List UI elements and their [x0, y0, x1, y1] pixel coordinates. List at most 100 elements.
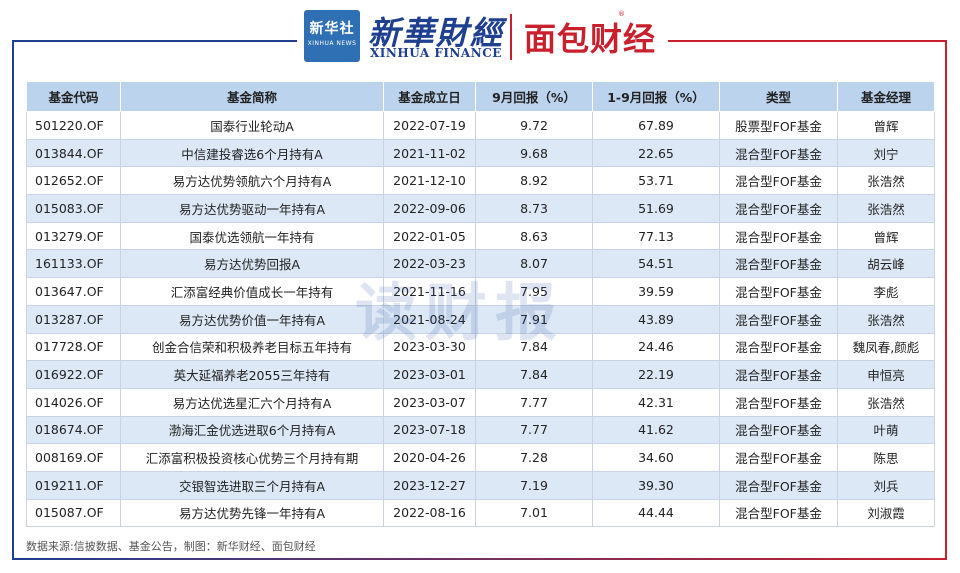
sep-return-cell: 9.72 [475, 111, 593, 140]
xinhua-logo-subtext: XINHUA NEWS [307, 40, 357, 47]
fund-manager-cell: 李彪 [837, 277, 935, 306]
ytd-return-cell: 53.71 [592, 166, 720, 196]
table-row: 012652.OF 易方达优势领航六个月持有A 2021-12-10 8.92 53.7… [26, 166, 935, 196]
table-row: 161133.OF 易方达优势回报A 2022-03-23 8.07 54.51 混合型F… [26, 249, 935, 279]
inception-date-cell: 2020-04-26 [383, 443, 476, 472]
header-rule-left [12, 40, 297, 42]
mianbao-finance-logo: 面包财经 [524, 20, 657, 58]
fund-name-cell: 交银智选进取三个月持有A [120, 470, 384, 500]
sep-return-cell: 7.28 [475, 443, 593, 472]
table-row: 013844.OF 中信建投睿选6个月持有A 2021-11-02 9.68 22.65… [26, 138, 935, 168]
fund-type-cell: 股票型FOF基金 [719, 111, 838, 140]
fund-manager-cell: 张浩然 [837, 194, 935, 223]
fund-name-cell: 中信建投睿选6个月持有A [120, 138, 384, 168]
fund-type-cell: 混合型FOF基金 [719, 304, 838, 334]
inception-date-cell: 2021-11-16 [383, 277, 476, 306]
sep-return-cell: 7.77 [475, 415, 593, 445]
fund-name-cell: 创金合信荣和积极养老目标五年持有 [120, 332, 384, 362]
inception-date-cell: 2023-07-18 [383, 415, 476, 445]
fund-manager-cell: 张浩然 [837, 166, 935, 196]
fund-manager-cell: 陈思 [837, 443, 935, 472]
fund-name-cell: 国泰行业轮动A [120, 111, 384, 140]
fund-type-cell: 混合型FOF基金 [719, 194, 838, 223]
ytd-return-cell: 39.59 [592, 277, 720, 306]
ytd-return-cell: 34.60 [592, 443, 720, 472]
fund-type-cell: 混合型FOF基金 [719, 360, 838, 389]
table-row: 014026.OF 易方达优选星汇六个月持有A 2023-03-07 7.77 42.3… [26, 387, 935, 417]
fund-code-cell: 014026.OF [26, 387, 121, 417]
table-row: 015087.OF 易方达优势先锋一年持有A 2022-08-16 7.01 44.44… [26, 498, 935, 528]
ytd-return-cell: 42.31 [592, 387, 720, 417]
ytd-return-cell: 44.44 [592, 498, 720, 528]
fund-name-cell: 国泰优选领航一年持有 [120, 221, 384, 251]
frame-right [945, 40, 947, 560]
fund-code-cell: 015087.OF [26, 498, 121, 528]
fund-code-cell: 015083.OF [26, 194, 121, 223]
column-header: 类型 [719, 81, 838, 112]
fund-code-cell: 501220.OF [26, 111, 121, 140]
fund-manager-cell: 张浩然 [837, 304, 935, 334]
column-header: 基金代码 [26, 81, 121, 112]
sep-return-cell: 9.68 [475, 138, 593, 168]
fund-type-cell: 混合型FOF基金 [719, 498, 838, 528]
sep-return-cell: 7.19 [475, 470, 593, 500]
fund-type-cell: 混合型FOF基金 [719, 138, 838, 168]
fund-type-cell: 混合型FOF基金 [719, 470, 838, 500]
inception-date-cell: 2022-09-06 [383, 194, 476, 223]
fund-type-cell: 混合型FOF基金 [719, 277, 838, 306]
logo-divider [510, 14, 512, 60]
inception-date-cell: 2022-08-16 [383, 498, 476, 528]
fund-name-cell: 汇添富积极投资核心优势三个月持有期 [120, 443, 384, 472]
fund-manager-cell: 魏凤春,颜彪 [837, 332, 935, 362]
ytd-return-cell: 41.62 [592, 415, 720, 445]
sep-return-cell: 7.01 [475, 498, 593, 528]
inception-date-cell: 2023-03-07 [383, 387, 476, 417]
fund-return-table: 基金代码 基金简称 基金成立日 9月回报（%） 1-9月回报（%） 类型 基金经理 5012… [26, 81, 935, 528]
xinhua-news-logo: 新华社 XINHUA NEWS [304, 10, 360, 62]
inception-date-cell: 2022-01-05 [383, 221, 476, 251]
table-body: 501220.OF 国泰行业轮动A 2022-07-19 9.72 67.89 股票型FO… [26, 111, 935, 528]
ytd-return-cell: 24.46 [592, 332, 720, 362]
ytd-return-cell: 67.89 [592, 111, 720, 140]
fund-code-cell: 016922.OF [26, 360, 121, 389]
fund-name-cell: 英大延福养老2055三年持有 [120, 360, 384, 389]
column-header: 基金简称 [120, 81, 384, 112]
sep-return-cell: 8.63 [475, 221, 593, 251]
fund-manager-cell: 刘宁 [837, 138, 935, 168]
fund-manager-cell: 刘淑霞 [837, 498, 935, 528]
ytd-return-cell: 22.19 [592, 360, 720, 389]
fund-type-cell: 混合型FOF基金 [719, 443, 838, 472]
sep-return-cell: 8.07 [475, 249, 593, 279]
fund-name-cell: 易方达优势价值一年持有A [120, 304, 384, 334]
column-header: 基金成立日 [383, 81, 476, 112]
sep-return-cell: 7.91 [475, 304, 593, 334]
ytd-return-cell: 22.65 [592, 138, 720, 168]
fund-manager-cell: 曾辉 [837, 111, 935, 140]
sep-return-cell: 7.77 [475, 387, 593, 417]
fund-code-cell: 013287.OF [26, 304, 121, 334]
fund-code-cell: 017728.OF [26, 332, 121, 362]
frame-left [12, 40, 14, 560]
fund-name-cell: 易方达优势驱动一年持有A [120, 194, 384, 223]
fund-type-cell: 混合型FOF基金 [719, 221, 838, 251]
table-row: 013647.OF 汇添富经典价值成长一年持有 2021-11-16 7.95 39.5… [26, 277, 935, 306]
fund-type-cell: 混合型FOF基金 [719, 387, 838, 417]
xinhua-logo-text: 新华社 [309, 21, 355, 37]
fund-type-cell: 混合型FOF基金 [719, 249, 838, 279]
fund-type-cell: 混合型FOF基金 [719, 166, 838, 196]
table-row: 013287.OF 易方达优势价值一年持有A 2021-08-24 7.91 43.89… [26, 304, 935, 334]
xinhua-finance-logo-cn: 新華財經 [368, 14, 505, 52]
ytd-return-cell: 51.69 [592, 194, 720, 223]
fund-type-cell: 混合型FOF基金 [719, 415, 838, 445]
fund-manager-cell: 申恒亮 [837, 360, 935, 389]
sep-return-cell: 7.84 [475, 360, 593, 389]
fund-code-cell: 019211.OF [26, 470, 121, 500]
inception-date-cell: 2023-03-01 [383, 360, 476, 389]
inception-date-cell: 2021-11-02 [383, 138, 476, 168]
ytd-return-cell: 43.89 [592, 304, 720, 334]
fund-name-cell: 易方达优选星汇六个月持有A [120, 387, 384, 417]
fund-name-cell: 易方达优势回报A [120, 249, 384, 279]
fund-name-cell: 汇添富经典价值成长一年持有 [120, 277, 384, 306]
fund-name-cell: 渤海汇金优选进取6个月持有A [120, 415, 384, 445]
source-note: 数据来源:信披数据、基金公告，制图：新华财经、面包财经 [26, 540, 316, 553]
